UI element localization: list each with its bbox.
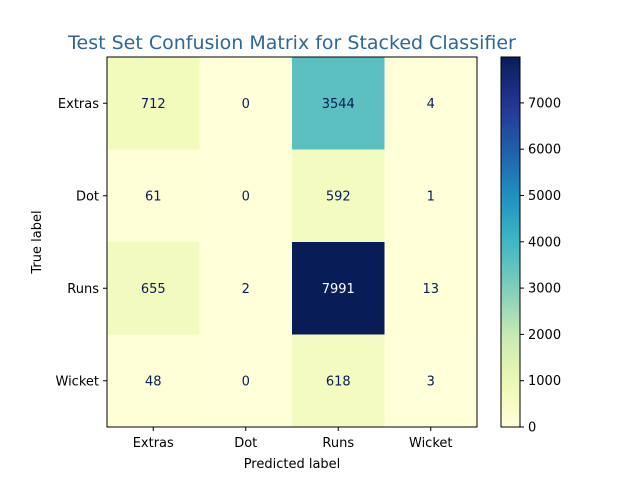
y-tick-label: Runs xyxy=(67,282,99,297)
colorbar-tick-label: 4000 xyxy=(528,235,561,250)
cell-value-label: 4 xyxy=(427,97,435,112)
colorbar-tick-label: 1000 xyxy=(528,374,561,389)
x-tick-label: Runs xyxy=(322,436,354,451)
cell-value-label: 0 xyxy=(242,189,250,204)
plot-frame xyxy=(106,56,478,428)
x-tick-label: Dot xyxy=(234,436,257,451)
colorbar-tick-label: 7000 xyxy=(528,96,561,111)
heatmap-cell xyxy=(107,57,200,150)
cell-value-label: 2 xyxy=(242,282,250,297)
heatmap-cell xyxy=(107,334,200,428)
heatmap-cell xyxy=(384,149,478,243)
cell-value-label: 712 xyxy=(141,97,166,112)
heatmap-cells: 712 0 3544 4 61 0 592 1 655 2 7991 13 48 0 618 3 xyxy=(107,57,478,428)
heatmap-cell xyxy=(292,242,385,335)
heatmap-cell xyxy=(199,57,293,150)
y-tick-label: Dot xyxy=(76,189,99,204)
y-axis: Extras Dot Runs Wicket xyxy=(56,97,107,389)
x-tick-label: Wicket xyxy=(409,436,453,451)
heatmap-cell xyxy=(384,334,478,428)
x-axis-label: Predicted label xyxy=(244,457,341,472)
heatmap-cell xyxy=(199,242,293,335)
cell-value-label: 7991 xyxy=(322,282,355,297)
heatmap-cell xyxy=(107,242,200,335)
cell-value-label: 0 xyxy=(242,97,250,112)
colorbar-tick-label: 6000 xyxy=(528,143,561,158)
chart-title: Test Set Confusion Matrix for Stacked Cl… xyxy=(67,32,516,54)
colorbar-tick-label: 3000 xyxy=(528,282,561,297)
heatmap-cell xyxy=(199,149,293,243)
cell-value-label: 655 xyxy=(141,282,166,297)
cell-value-label: 3 xyxy=(427,374,435,389)
colorbar-tick-label: 0 xyxy=(528,421,536,436)
y-tick-label: Extras xyxy=(58,97,99,112)
cell-value-label: 0 xyxy=(242,374,250,389)
heatmap-cell xyxy=(292,334,385,428)
heatmap-cell xyxy=(292,57,385,150)
cell-value-label: 3544 xyxy=(322,97,355,112)
cell-value-label: 592 xyxy=(326,189,351,204)
cell-value-label: 61 xyxy=(145,189,162,204)
heatmap-cell xyxy=(292,149,385,243)
cell-value-label: 13 xyxy=(422,282,439,297)
heatmap-cell xyxy=(107,149,200,243)
x-tick-label: Extras xyxy=(133,436,174,451)
colorbar-tick-label: 2000 xyxy=(528,328,561,343)
heatmap-cell xyxy=(384,57,478,150)
colorbar-tick-label: 5000 xyxy=(528,189,561,204)
colorbar-ticks: 0 1000 2000 3000 4000 5000 6000 7000 xyxy=(520,96,561,436)
heatmap-cell xyxy=(384,242,478,335)
cell-value-label: 618 xyxy=(326,374,351,389)
heatmap-cell xyxy=(199,334,293,428)
colorbar xyxy=(500,56,521,428)
cell-value-label: 1 xyxy=(427,189,435,204)
x-axis: Extras Dot Runs Wicket xyxy=(133,427,453,451)
cell-value-label: 48 xyxy=(145,374,162,389)
y-axis-label: True label xyxy=(30,210,45,274)
y-tick-label: Wicket xyxy=(56,374,100,389)
